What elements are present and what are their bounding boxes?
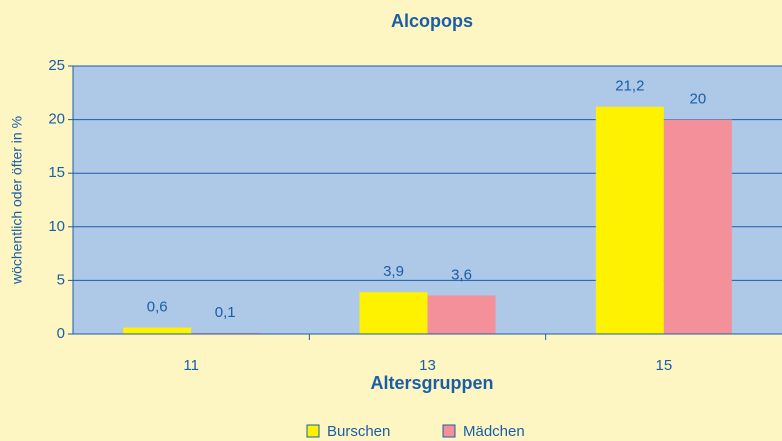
- value-label: 21,2: [615, 78, 644, 95]
- value-label: 0,6: [147, 299, 168, 316]
- y-tick-label: 15: [48, 164, 65, 181]
- y-tick-label: 10: [48, 218, 65, 235]
- chart-title: Alcopops: [391, 11, 473, 31]
- y-tick-label: 5: [57, 271, 65, 288]
- bar: [427, 295, 496, 334]
- x-tick-label: 13: [419, 357, 436, 374]
- x-axis-label: Altersgruppen: [370, 373, 493, 393]
- value-label: 3,9: [383, 263, 404, 280]
- legend-label: Mädchen: [463, 423, 525, 440]
- bar: [595, 106, 664, 335]
- value-label: 20: [689, 91, 706, 108]
- y-axis-label: wöchentlich oder öfter in %: [9, 116, 25, 285]
- legend-label: Burschen: [327, 423, 390, 440]
- x-tick-label: 15: [655, 357, 672, 374]
- bar: [123, 327, 192, 334]
- y-tick-label: 25: [48, 57, 65, 74]
- legend-swatch: [442, 424, 456, 438]
- value-label: 3,6: [451, 266, 472, 283]
- legend-swatch: [306, 424, 320, 438]
- y-tick-label: 0: [57, 325, 65, 342]
- bar: [191, 332, 260, 334]
- bar: [359, 292, 428, 334]
- bar: [663, 119, 732, 334]
- x-tick-label: 11: [183, 357, 199, 374]
- value-label: 0,1: [215, 304, 236, 321]
- y-tick-label: 20: [48, 111, 65, 128]
